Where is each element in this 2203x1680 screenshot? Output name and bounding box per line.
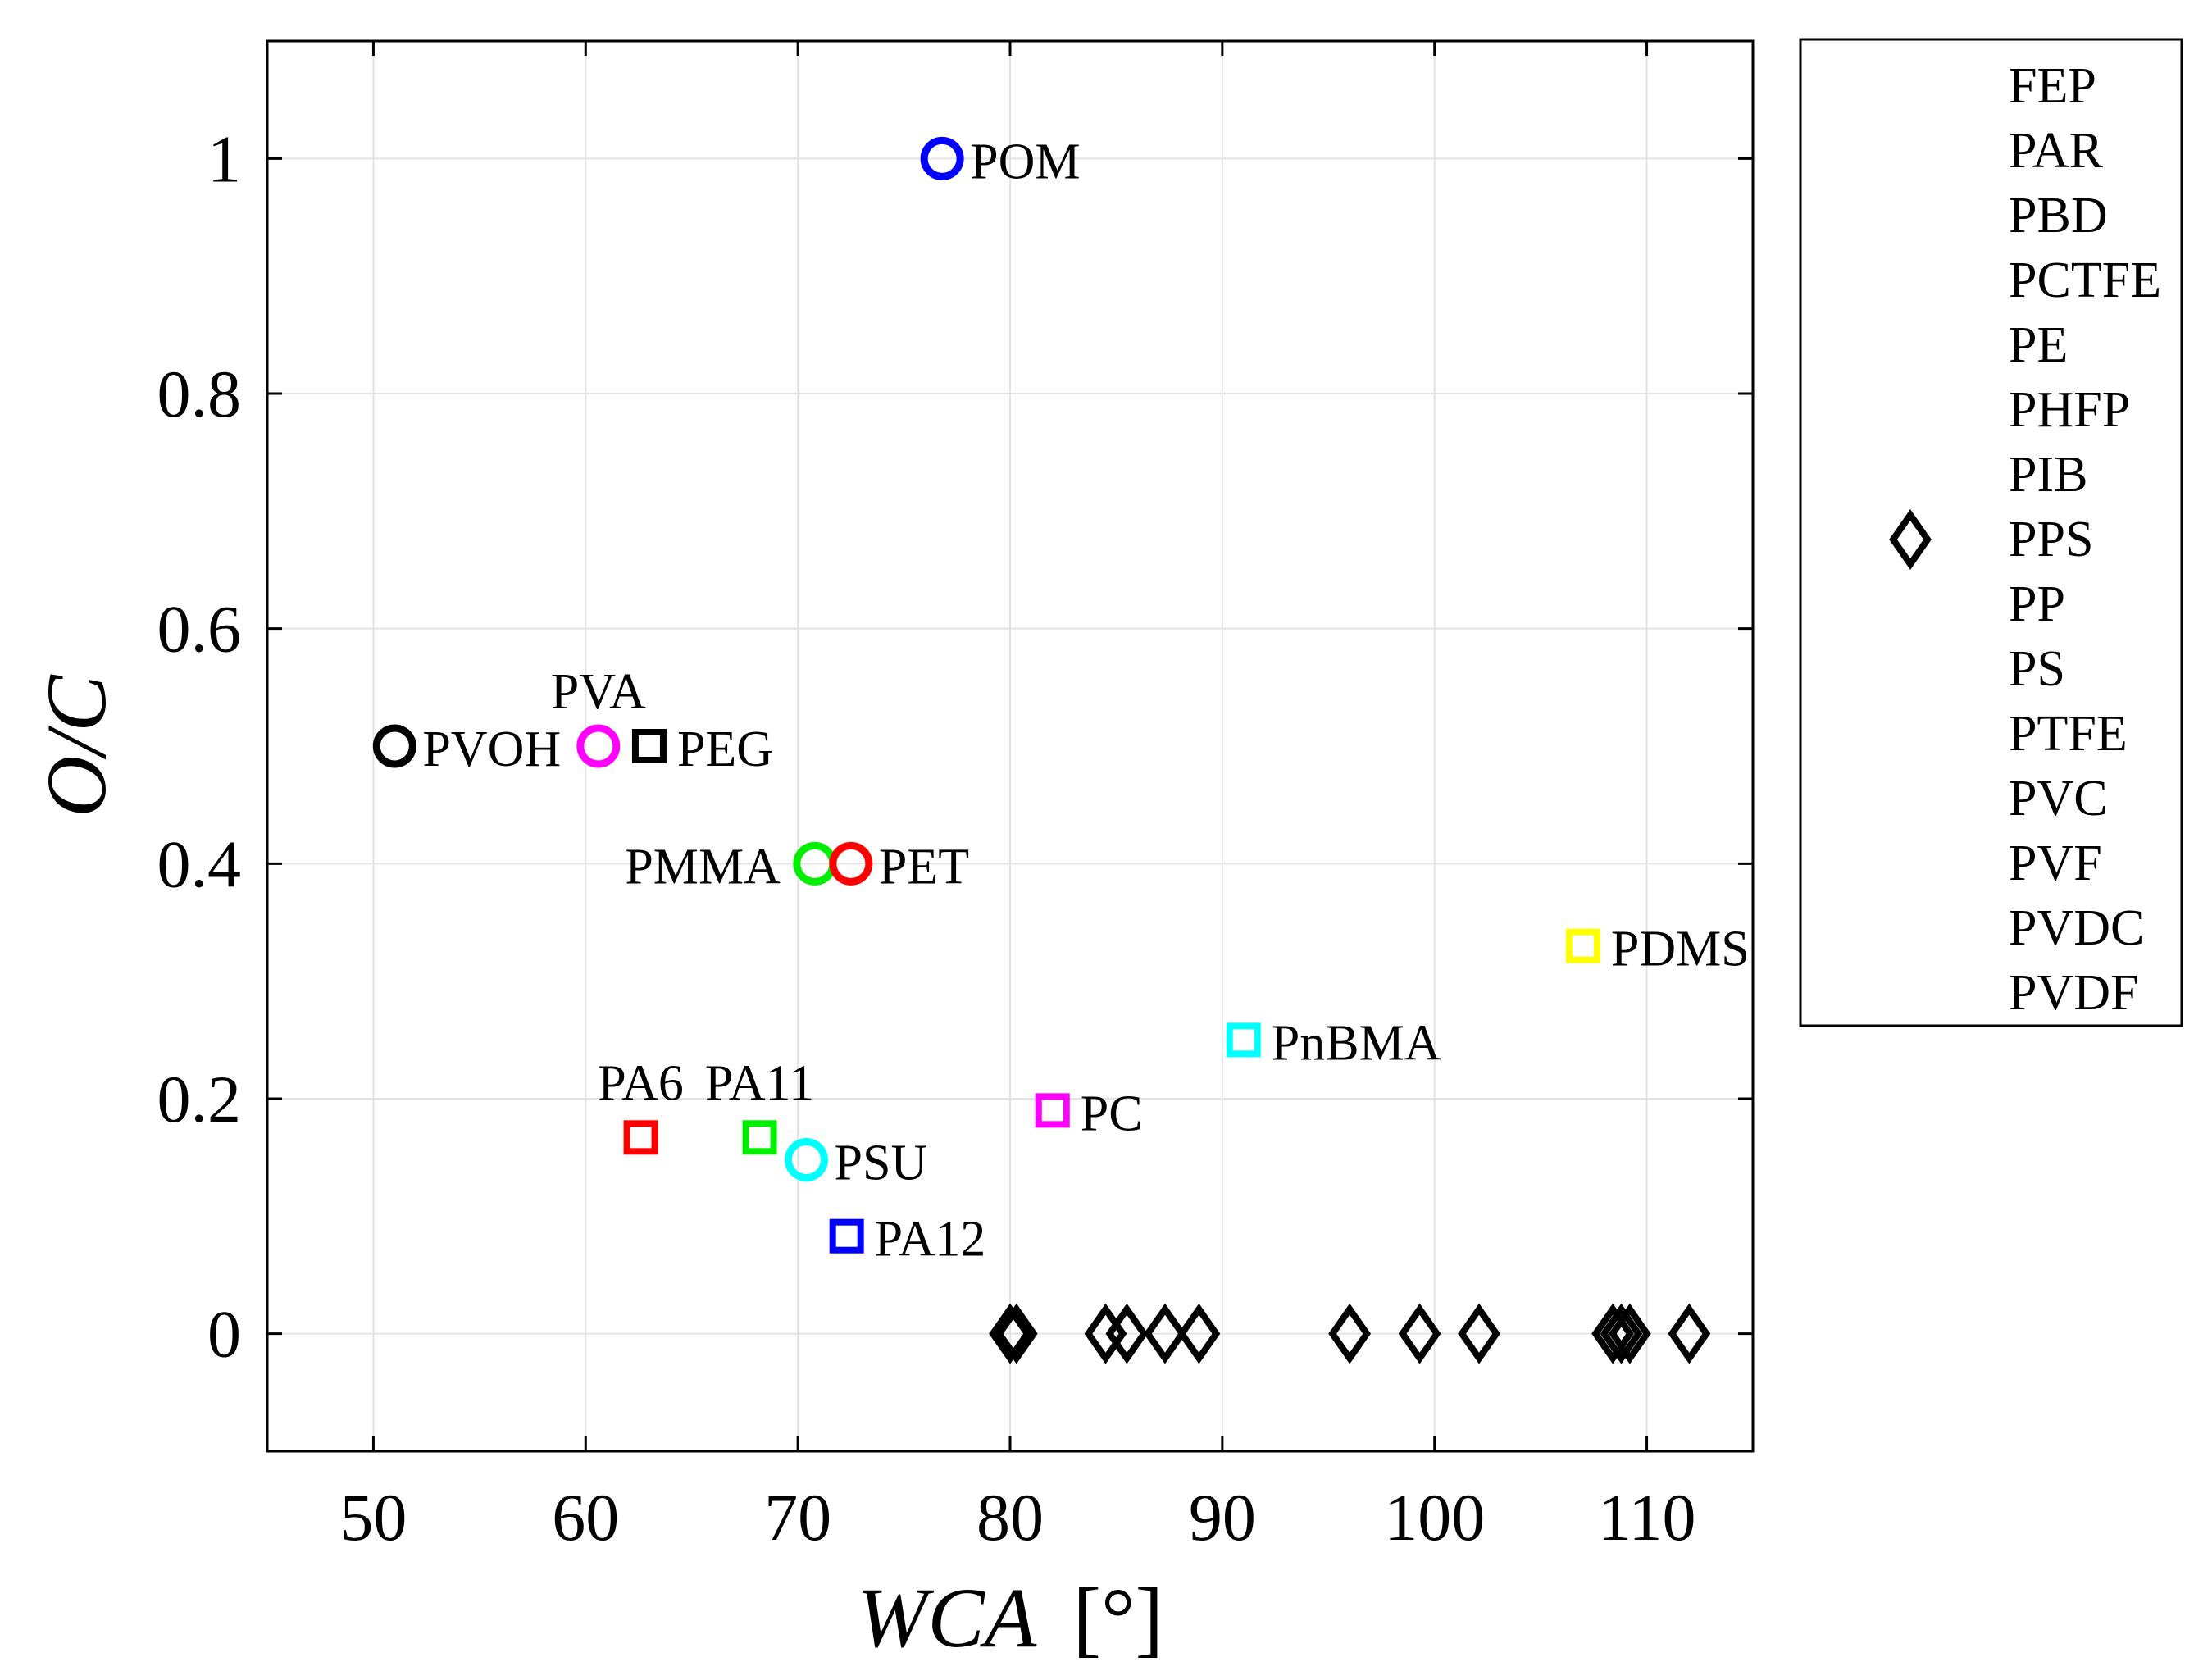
- point-pnbma: [1226, 1022, 1261, 1058]
- legend-entry-ps: PS: [2009, 641, 2065, 697]
- data-markers: [372, 136, 1711, 1364]
- diamond-point: [1398, 1303, 1441, 1364]
- legend-entry-pbd: PBD: [2009, 188, 2108, 244]
- axis-ticks: [267, 41, 1753, 1451]
- diamond-point: [1591, 1303, 1635, 1364]
- x-tick-label: 80: [976, 1480, 1044, 1555]
- diamond-point: [1328, 1303, 1372, 1364]
- label-pet: PET: [879, 839, 969, 895]
- diamond-point: [995, 1303, 1038, 1364]
- label-pvoh: PVOH: [422, 722, 561, 777]
- point-pvoh: [372, 724, 416, 768]
- y-tick-labels: 0 0.2 0.4 0.6 0.8 1: [157, 121, 242, 1371]
- legend-box: [1799, 38, 2183, 1027]
- legend-entry-par: PAR: [2009, 123, 2104, 179]
- x-tick-labels: 50 60 70 80 90 100 110: [339, 1480, 1695, 1555]
- legend-entries: FEP PAR PBD PCTFE PE PHFP PIB PPS PP PS PTFE PVC PVF…: [2009, 58, 2161, 1021]
- legend-entry-pvdf: PVDF: [2009, 965, 2139, 1021]
- point-peg: [631, 729, 667, 763]
- legend-diamond-icon: [1889, 509, 1932, 570]
- label-pc: PC: [1081, 1086, 1143, 1141]
- y-tick-label: 0: [207, 1297, 241, 1372]
- x-tick-label: 50: [339, 1480, 407, 1555]
- point-psu: [784, 1138, 828, 1182]
- label-pa11: PA11: [705, 1055, 814, 1111]
- legend-entry-pvdc: PVDC: [2009, 900, 2144, 956]
- legend-entry-pp: PP: [2009, 576, 2065, 632]
- x-tick-label: 60: [552, 1480, 619, 1555]
- diamond-point: [1144, 1303, 1186, 1364]
- plot-area-frame: [266, 39, 1755, 1453]
- point-pet: [829, 841, 873, 886]
- legend: FEP PAR PBD PCTFE PE PHFP PIB PPS PP PS PTFE PVC PVF…: [1799, 38, 2183, 1027]
- label-pa12: PA12: [875, 1212, 986, 1268]
- label-pa6: PA6: [598, 1055, 684, 1111]
- y-tick-label: 0.2: [157, 1062, 242, 1136]
- legend-entry-phfp: PHFP: [2009, 382, 2130, 438]
- x-tick-label: 90: [1189, 1480, 1256, 1555]
- point-pc: [1035, 1093, 1070, 1128]
- x-tick-label: 70: [764, 1480, 831, 1555]
- x-tick-label: 110: [1598, 1480, 1696, 1555]
- point-pom: [920, 136, 964, 180]
- legend-entry-pvc: PVC: [2009, 771, 2108, 826]
- legend-entry-pe: PE: [2009, 317, 2068, 373]
- x-axis-label: WCA [°]: [857, 1571, 1163, 1665]
- point-pva: [576, 724, 621, 768]
- y-tick-label: 1: [207, 121, 241, 196]
- legend-entry-ptfe: PTFE: [2009, 706, 2128, 762]
- legend-entry-pps: PPS: [2009, 512, 2093, 567]
- point-pa6: [623, 1120, 658, 1155]
- diamond-point: [1608, 1303, 1651, 1364]
- diamond-point: [1177, 1303, 1221, 1364]
- point-pdms: [1565, 928, 1600, 963]
- legend-marker: [1889, 509, 1932, 570]
- label-pva: PVA: [551, 664, 646, 720]
- label-pnbma: PnBMA: [1272, 1015, 1441, 1071]
- label-peg: PEG: [677, 722, 773, 777]
- y-axis-label: O/C: [30, 674, 124, 817]
- grid-lines: [267, 41, 1753, 1451]
- y-tick-label: 0.6: [157, 592, 242, 667]
- y-tick-label: 0.4: [157, 826, 242, 901]
- legend-entry-pvf: PVF: [2009, 835, 2102, 891]
- diamond-point: [1458, 1303, 1500, 1364]
- legend-entry-pctfe: PCTFE: [2009, 253, 2161, 308]
- point-pa12: [829, 1218, 864, 1254]
- label-pdms: PDMS: [1611, 922, 1750, 977]
- y-tick-label: 0.8: [157, 357, 242, 431]
- diamond-point: [989, 1303, 1031, 1364]
- label-psu: PSU: [834, 1136, 927, 1191]
- diamond-point: [1105, 1303, 1149, 1364]
- point-pa11: [742, 1120, 777, 1155]
- diamond-point: [1668, 1303, 1711, 1364]
- label-pom: POM: [970, 134, 1080, 189]
- x-tick-label: 100: [1384, 1480, 1485, 1555]
- label-pmma: PMMA: [625, 839, 781, 895]
- legend-entry-pib: PIB: [2009, 447, 2087, 503]
- legend-entry-fep: FEP: [2009, 58, 2096, 114]
- diamond-point: [1600, 1303, 1643, 1364]
